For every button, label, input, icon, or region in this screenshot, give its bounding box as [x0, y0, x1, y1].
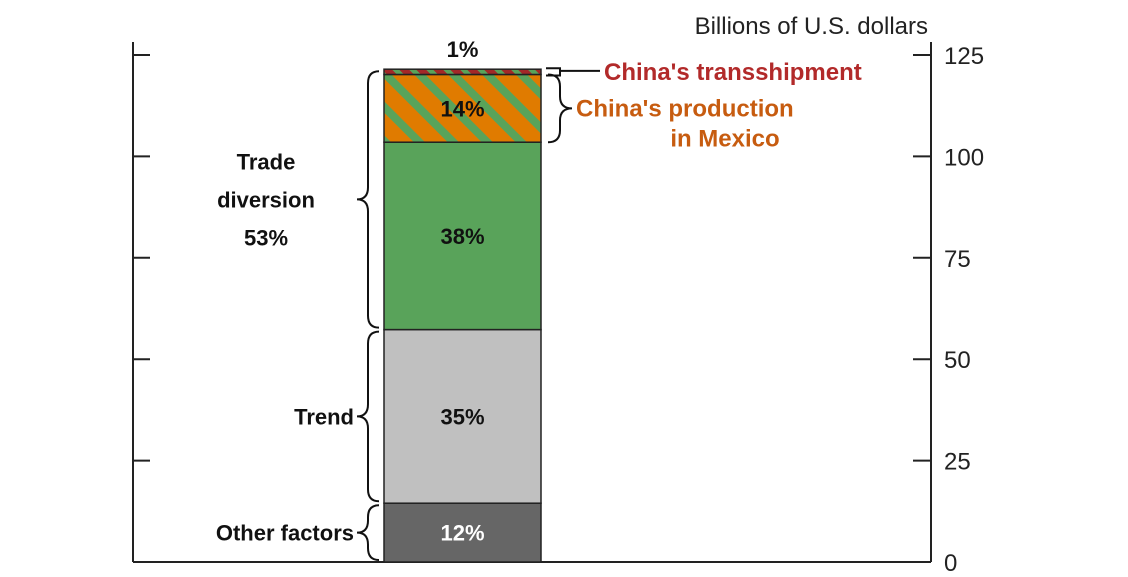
callout-annotations: China's transshipment China's production i… — [546, 59, 862, 152]
group-braces: Other factors Trend Trade diversion 53% — [216, 70, 380, 561]
group-label: 53% — [244, 225, 288, 250]
callout-label: in Mexico — [670, 125, 779, 152]
group-label: diversion — [217, 187, 315, 212]
callout-brace — [546, 67, 600, 77]
y-axis-unit-label: Billions of U.S. dollars — [695, 13, 928, 40]
bar-segment — [383, 328, 542, 504]
y-axis-ticks: 0 25 50 75 100 125 — [133, 43, 984, 577]
y-tick-label: 125 — [944, 43, 984, 70]
group-brace — [356, 70, 380, 329]
bar-segments: 12% 35% 38% 14% 1% — [383, 37, 542, 563]
segment-value-label: 14% — [440, 96, 484, 121]
y-tick-label: 25 — [944, 449, 971, 476]
callout-label: China's transshipment — [604, 59, 862, 86]
y-tick-label: 0 — [944, 550, 957, 577]
bar-segment — [383, 502, 542, 563]
y-tick-label: 75 — [944, 246, 971, 273]
group-label: Trend — [294, 404, 354, 429]
segment-value-label: 1% — [447, 37, 479, 62]
bar-segment — [383, 73, 542, 143]
bar-segment — [383, 68, 542, 76]
callout-brace — [547, 73, 573, 144]
y-tick-label: 50 — [944, 347, 971, 374]
segment-value-label: 35% — [440, 404, 484, 429]
y-tick-label: 100 — [944, 144, 984, 171]
group-label: Trade — [237, 149, 296, 174]
segment-value-label: 12% — [440, 521, 484, 546]
group-brace — [356, 504, 380, 561]
bar-segment — [383, 141, 542, 331]
group-label: Other factors — [216, 521, 354, 546]
segment-value-label: 38% — [440, 224, 484, 249]
group-brace — [356, 330, 380, 503]
callout-label: China's production — [576, 95, 794, 122]
